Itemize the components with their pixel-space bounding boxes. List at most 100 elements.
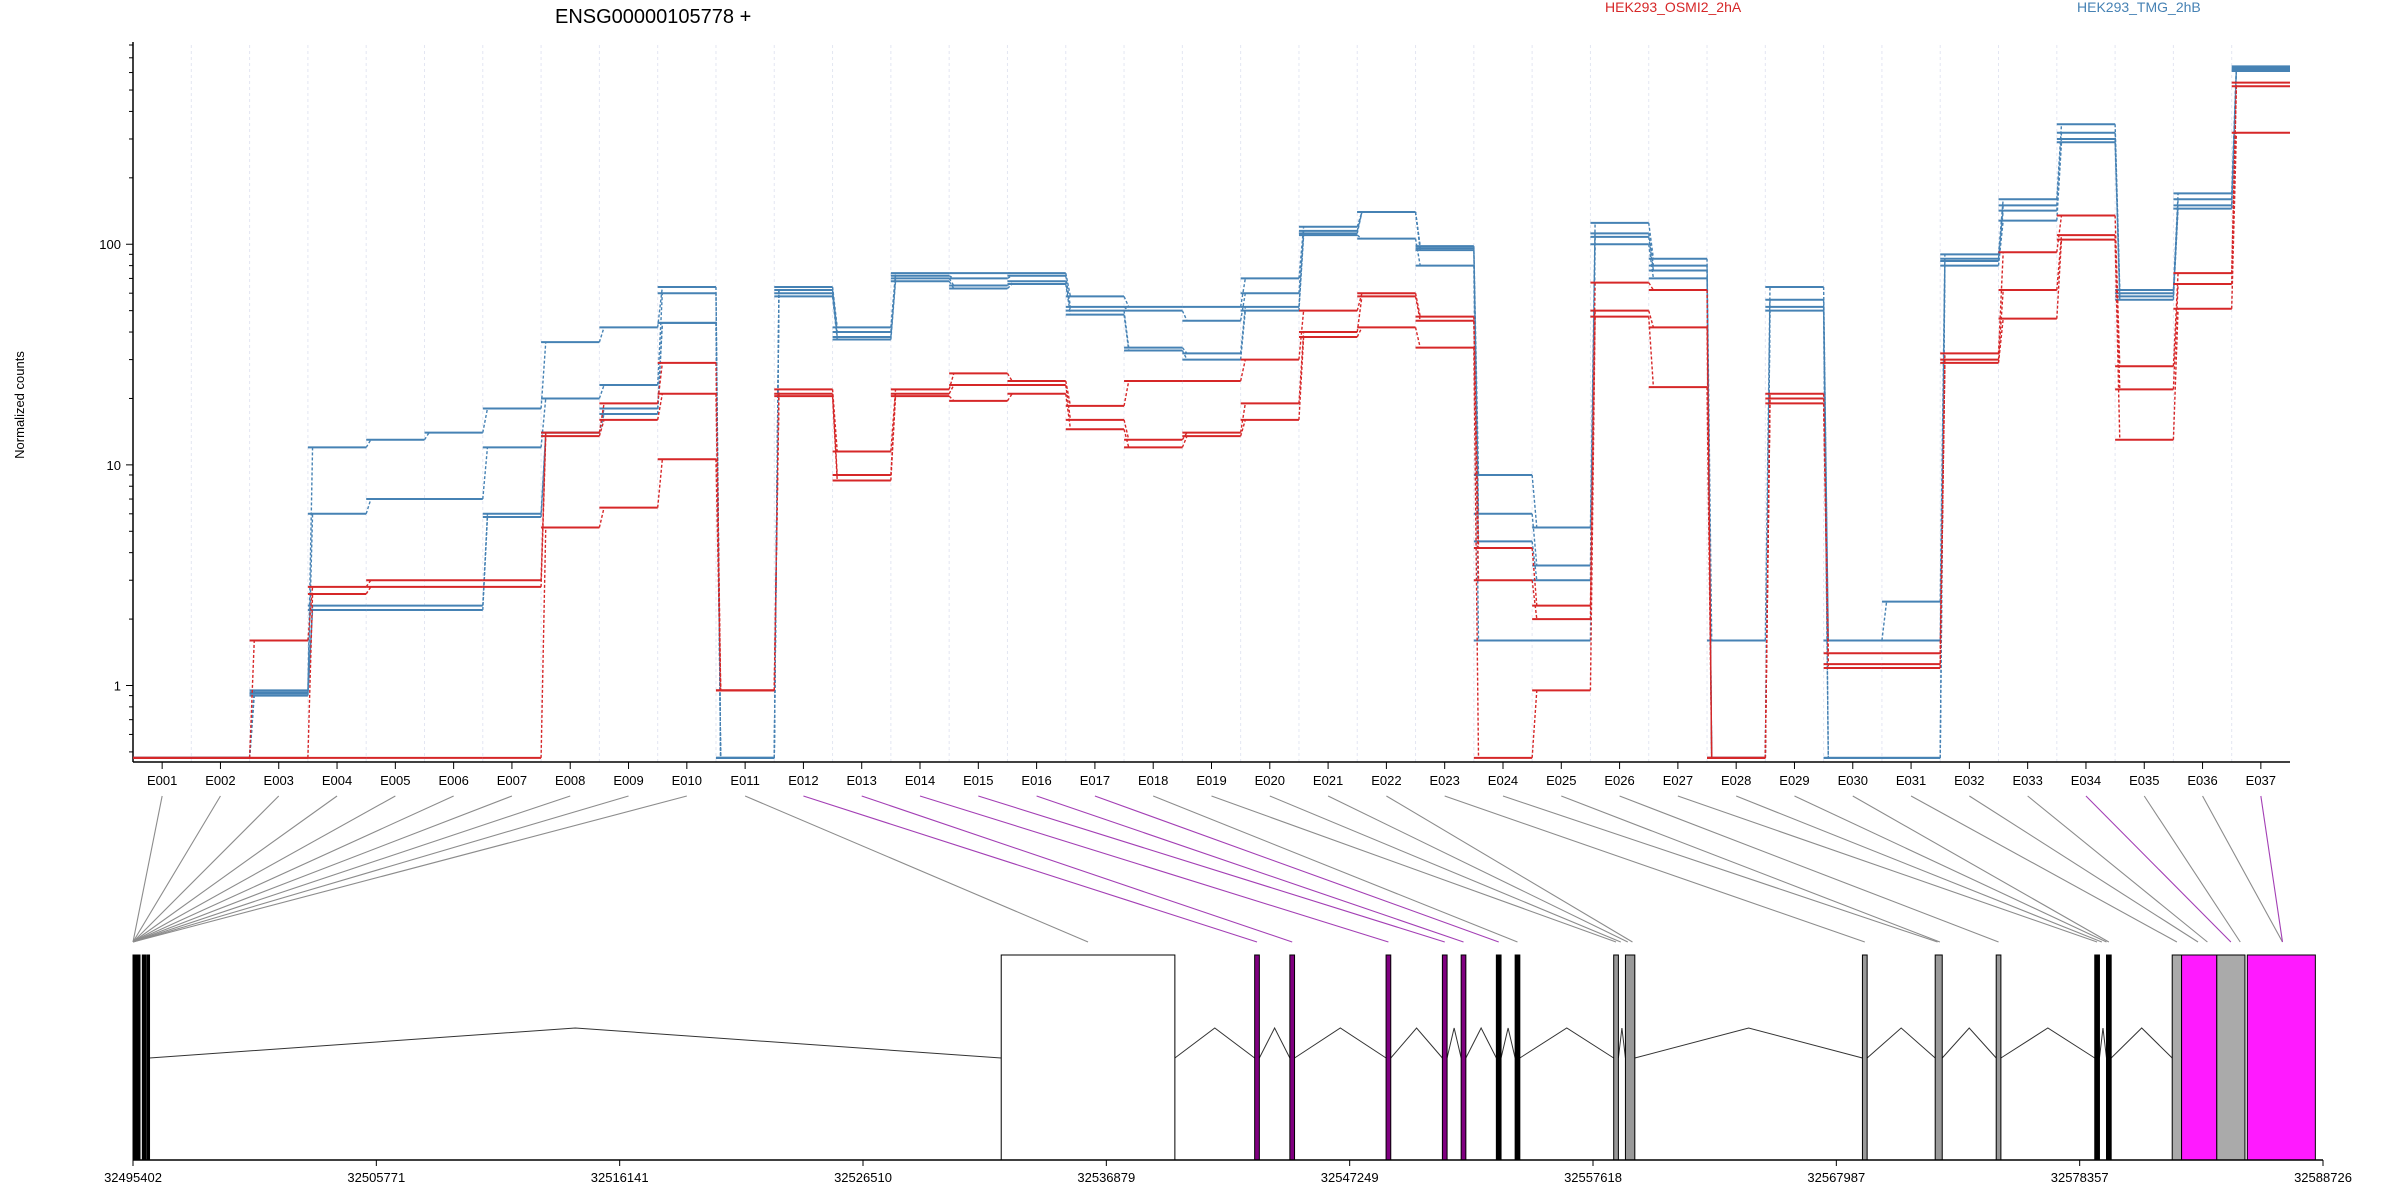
series-line — [133, 81, 2290, 759]
series-step — [1473, 347, 1480, 758]
series-step — [831, 396, 838, 481]
exon-label: E002 — [205, 773, 235, 788]
series-step — [1531, 513, 1538, 566]
exon-connector — [1852, 795, 2110, 943]
series-step — [1822, 286, 1829, 641]
series-step — [1997, 220, 2004, 266]
series-step — [1414, 327, 1421, 348]
exon-connector — [919, 795, 1389, 943]
series-step — [1356, 234, 1363, 240]
series-step — [1414, 293, 1421, 317]
exon-connector — [1561, 795, 1941, 943]
series-step — [1764, 286, 1771, 641]
legend-entry-tmg: HEK293_TMG_2hB — [2077, 0, 2201, 15]
genome-coordinate-label: 32578357 — [2051, 1170, 2109, 1185]
exon-label: E033 — [2012, 773, 2042, 788]
series-step — [482, 517, 489, 610]
exon-label: E008 — [555, 773, 585, 788]
y-tick-label: 1 — [114, 678, 121, 693]
exon-block — [141, 954, 147, 1161]
intron-line — [2110, 1027, 2173, 1059]
genome-coordinate-label: 32505771 — [347, 1170, 405, 1185]
exon-connector — [861, 795, 1293, 943]
series-step — [1648, 236, 1655, 271]
series-step — [540, 527, 547, 758]
series-step — [1239, 419, 1246, 437]
series-step — [2172, 205, 2179, 297]
exon-label: E034 — [2071, 773, 2101, 788]
exon-block — [1514, 954, 1521, 1161]
y-tick-label: 10 — [107, 458, 121, 473]
exon-block — [1934, 954, 1943, 1161]
series-step — [1648, 310, 1655, 328]
intron-line — [1446, 1027, 1462, 1059]
exon-block — [1289, 954, 1296, 1161]
series-step — [1414, 211, 1421, 251]
series-step — [1007, 275, 1013, 280]
series-step — [2231, 132, 2238, 309]
exon-label: E020 — [1255, 773, 1285, 788]
series-step — [1473, 246, 1480, 475]
exon-connector — [2202, 795, 2283, 943]
series-step — [1589, 316, 1596, 691]
series-step — [1764, 403, 1771, 758]
exon-connector — [1269, 795, 1621, 943]
series-step — [1648, 244, 1655, 279]
exon-connector — [1502, 795, 1938, 943]
series-step — [1181, 432, 1188, 441]
intron-line — [2098, 1027, 2107, 1059]
exon-label: E012 — [788, 773, 818, 788]
exon-connector — [132, 795, 163, 943]
series-step — [773, 396, 780, 691]
series-step — [423, 432, 430, 441]
series-step — [1239, 403, 1247, 433]
exon-label: E018 — [1138, 773, 1168, 788]
exon-block — [1495, 954, 1502, 1161]
intron-line — [1465, 1026, 1497, 1059]
series-step — [2172, 284, 2179, 390]
series-step — [598, 327, 605, 343]
series-step — [2114, 138, 2121, 297]
series-step — [1181, 435, 1188, 448]
series-step — [1006, 372, 1013, 382]
exon-label: E024 — [1488, 773, 1518, 788]
exon-connector — [1677, 795, 2098, 943]
series-step — [598, 384, 605, 399]
series-step — [1589, 282, 1596, 606]
series-step — [1006, 393, 1013, 402]
exon-label: E037 — [2246, 773, 2276, 788]
exon-connector — [1211, 795, 1617, 943]
series-line — [133, 69, 2290, 759]
series-step — [1997, 252, 2004, 354]
intron-line — [1866, 1027, 1936, 1059]
series-step — [1123, 314, 1130, 351]
exon-label: E019 — [1196, 773, 1226, 788]
series-step — [365, 586, 372, 595]
series-step — [1939, 258, 1946, 641]
exon-connector — [132, 795, 221, 943]
exon-connector — [2260, 795, 2284, 943]
series-step — [1997, 205, 2004, 259]
series-step — [1822, 310, 1829, 758]
exon-block — [2105, 954, 2112, 1161]
genome-coordinate-label: 32536879 — [1077, 1170, 1135, 1185]
series-step — [2231, 86, 2238, 285]
series-step — [1822, 403, 1829, 669]
series-step — [1123, 380, 1130, 407]
exon-connector — [2085, 795, 2232, 943]
intron-line — [1174, 1027, 1255, 1059]
exon-connector — [1152, 795, 1518, 943]
series-step — [948, 384, 955, 395]
series-step — [2231, 70, 2238, 209]
genome-coordinate-label: 32495402 — [104, 1170, 162, 1185]
series-step — [656, 393, 664, 420]
series-step — [1356, 211, 1363, 232]
exon-connector — [132, 795, 513, 943]
intron-line — [1634, 1027, 1863, 1059]
series-step — [656, 362, 664, 404]
exon-label: E028 — [1721, 773, 1751, 788]
exon-label: E021 — [1313, 773, 1343, 788]
series-line — [133, 66, 2290, 759]
exon-label: E026 — [1604, 773, 1634, 788]
